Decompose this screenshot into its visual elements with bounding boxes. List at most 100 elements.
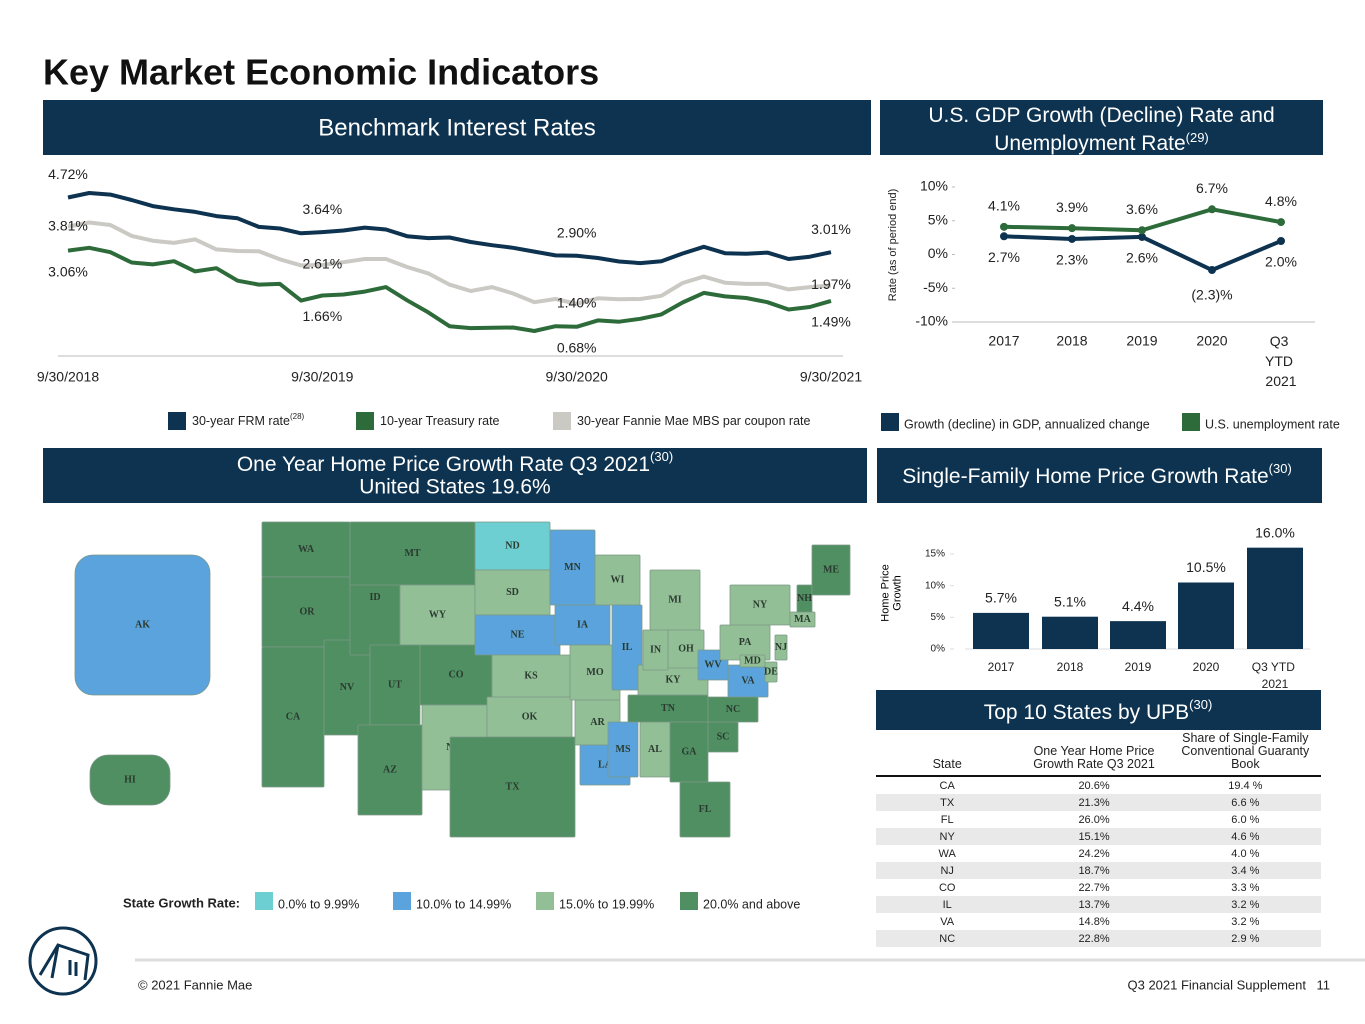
table-cell: CO xyxy=(938,881,956,894)
data-label: 5.7% xyxy=(985,590,1017,606)
legend-entry: U.S. unemployment rate xyxy=(1205,417,1340,431)
table-row: CA 20.6% 19.4 % xyxy=(876,776,1321,794)
x-tick-label: 9/30/2019 xyxy=(291,369,353,385)
table-cell: 21.3% xyxy=(1018,794,1170,811)
data-label: 3.81% xyxy=(48,217,88,233)
footnote-ref: (30) xyxy=(650,449,673,464)
state-label: HI xyxy=(124,774,136,785)
data-label: 4.72% xyxy=(48,166,88,182)
state-label: MI xyxy=(668,594,681,605)
table-row: VA 14.8% 3.2 % xyxy=(876,913,1321,930)
state xyxy=(796,584,813,613)
table-row: NJ 18.7% 3.4 % xyxy=(876,862,1321,879)
state-label: TN xyxy=(661,703,676,714)
legend-title: State Growth Rate: xyxy=(123,895,240,910)
state-label: OH xyxy=(678,643,694,654)
point xyxy=(1277,237,1285,245)
table-cell: NC xyxy=(876,930,1019,947)
state-label: MD xyxy=(744,655,761,666)
state-label: AZ xyxy=(383,764,397,775)
data-label: 2.3% xyxy=(1056,252,1088,268)
state xyxy=(729,584,791,626)
state-label: AR xyxy=(590,717,605,728)
y-tick-label: 15% xyxy=(925,549,945,560)
state xyxy=(607,721,639,778)
y-axis-label: Rate (as of period end) xyxy=(887,189,899,302)
x-tick-label: 2018 xyxy=(1057,660,1084,674)
legend-swatch xyxy=(1182,413,1200,431)
state-label: MT xyxy=(404,548,420,559)
header-bar xyxy=(880,100,1323,155)
x-tick-label: 9/30/2018 xyxy=(37,369,99,385)
state-label: CA xyxy=(286,711,301,722)
legend-entry: Growth (decline) in GDP, annualized chan… xyxy=(904,417,1150,431)
state-label: NC xyxy=(726,704,740,715)
state-label: OR xyxy=(300,606,316,617)
state-label: ND xyxy=(505,540,519,551)
point xyxy=(1068,224,1076,233)
data-label: 4.1% xyxy=(988,198,1020,214)
state-label: ID xyxy=(369,592,380,603)
data-label: 6.7% xyxy=(1196,180,1228,196)
table-cell: 6.0 % xyxy=(1231,813,1260,826)
table-cell: 15.1% xyxy=(1018,828,1170,845)
data-label: 1.40% xyxy=(557,294,597,310)
logo xyxy=(28,926,98,996)
header-row: State One Year Home Price Growth Rate Q3 … xyxy=(876,730,1321,777)
header-bar xyxy=(877,448,1322,503)
state-label: KY xyxy=(666,674,682,685)
state xyxy=(774,634,788,661)
data-label: 4.4% xyxy=(1122,598,1154,614)
legend-swatch xyxy=(536,892,554,910)
x-tick-label: 2020 xyxy=(1196,333,1227,349)
legend-label: 30-year Fannie Mae MBS par coupon rate xyxy=(577,414,811,428)
table-row: IL 13.7% 3.2 % xyxy=(876,896,1321,913)
state xyxy=(667,629,705,669)
table-cell: CA xyxy=(939,779,955,792)
data-label: 3.06% xyxy=(48,263,88,279)
state-label: IN xyxy=(650,644,662,655)
legend-label: 10-year Treasury rate xyxy=(380,414,500,428)
data-label: 2.0% xyxy=(1265,254,1297,270)
data-label: 3.6% xyxy=(1126,201,1158,217)
data-label: 1.66% xyxy=(302,308,342,324)
table-cell: 24.2% xyxy=(1078,847,1110,860)
point xyxy=(1208,205,1216,214)
x-tick-label: 2017 xyxy=(988,660,1015,674)
state-label: GA xyxy=(682,746,698,757)
chart-title: U.S. GDP Growth (Decline) Rate and Unemp… xyxy=(928,104,1275,155)
state-label: UT xyxy=(388,679,402,690)
data-label: 1.97% xyxy=(811,276,851,292)
table-cell: 22.8% xyxy=(1018,930,1170,947)
state-label: NE xyxy=(511,629,525,640)
state-label: WY xyxy=(429,609,447,620)
table-cell: FL xyxy=(940,813,954,826)
table-row: NC 22.8% 2.9 % xyxy=(876,930,1321,947)
legend-entry: 0.0% to 9.99% xyxy=(278,897,359,911)
chart-title: Single-Family Home Price Growth Rate(30) xyxy=(902,461,1292,487)
data-label: 2.7% xyxy=(988,249,1020,265)
legend-swatch xyxy=(255,892,273,910)
point xyxy=(1138,232,1146,241)
legend-swatch xyxy=(881,413,899,431)
bar xyxy=(1110,621,1166,649)
state xyxy=(611,604,643,691)
map-subtitle: United States 19.6% xyxy=(359,476,550,499)
legend-swatch xyxy=(168,412,186,430)
table-row: NY 15.1% 4.6 % xyxy=(876,828,1321,845)
data-label: 2.90% xyxy=(557,224,597,240)
table-cell: 3.3 % xyxy=(1231,881,1260,894)
state-label: ME xyxy=(823,564,839,575)
y-axis-label-box: Home Price Growth xyxy=(880,564,904,621)
footnote-ref: (30) xyxy=(1189,697,1212,712)
table-cell: 3.4 % xyxy=(1169,862,1321,879)
table-cell: 6.6 % xyxy=(1169,794,1321,811)
table-cell: 2.9 % xyxy=(1169,930,1321,947)
data-label: 16.0% xyxy=(1255,524,1295,540)
point xyxy=(1068,234,1076,243)
legend-swatch xyxy=(553,412,571,430)
table-title-text: Top 10 States by UPB xyxy=(984,701,1189,724)
state xyxy=(739,654,766,668)
